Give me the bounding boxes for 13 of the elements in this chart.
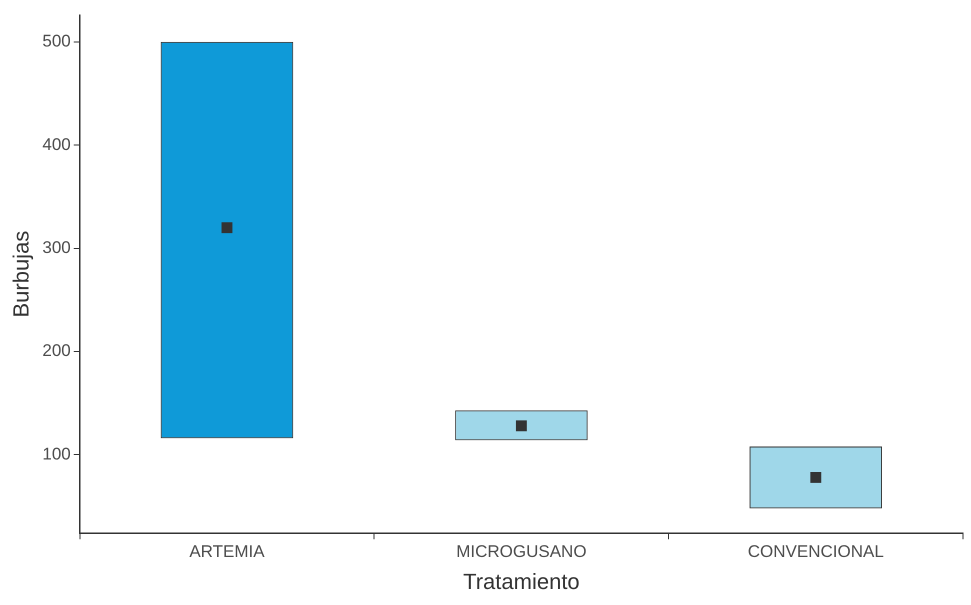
x-tick-label: CONVENCIONAL [748, 542, 884, 562]
x-axis-title: Tratamiento [463, 568, 580, 594]
x-tick-label: ARTEMIA [189, 542, 266, 562]
y-tick-label: 100 [42, 444, 71, 464]
point [222, 222, 232, 234]
y-axis-title: Burbujas [8, 230, 34, 318]
point [810, 472, 822, 483]
point [516, 420, 527, 432]
y-tick-label: 200 [42, 341, 71, 360]
y-tick-label: 500 [42, 32, 71, 51]
y-tick-label: 300 [42, 238, 71, 257]
y-tick-label: 400 [42, 134, 71, 154]
x-tick-label: MICROGUSANO [456, 542, 587, 562]
